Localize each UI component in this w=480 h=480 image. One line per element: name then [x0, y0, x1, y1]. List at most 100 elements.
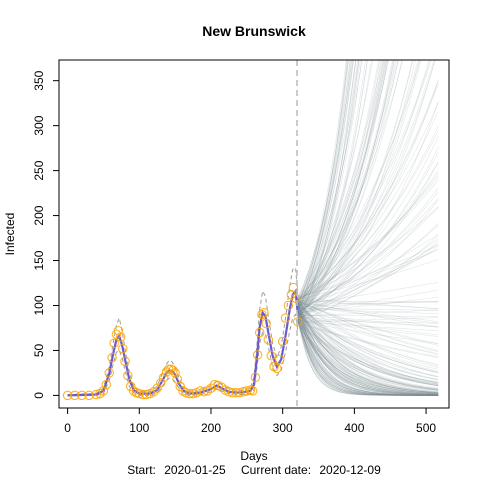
projection-line [297, 60, 351, 311]
projection-line [297, 60, 352, 310]
projection-line [297, 297, 439, 391]
projection-line [297, 309, 439, 373]
projection-line [297, 125, 439, 307]
projection-line [297, 321, 439, 383]
projection-line [297, 311, 439, 381]
observed-point [168, 365, 178, 375]
projection-line [297, 60, 368, 321]
projection-line [297, 60, 372, 311]
projection-line [297, 60, 429, 315]
projection-line [297, 80, 439, 311]
observed-point [120, 356, 130, 366]
projection-line [297, 136, 439, 314]
projection-line [297, 60, 385, 323]
projection-line [297, 60, 358, 312]
observed-point [266, 351, 276, 361]
projection-line [297, 248, 439, 308]
projection-line [297, 162, 439, 313]
projection-line [297, 315, 439, 396]
projection-line [297, 246, 439, 317]
y-tick-label: 150 [32, 250, 46, 270]
observed-point [238, 387, 248, 397]
projection-line [297, 297, 439, 309]
x-tick-label: 100 [129, 421, 149, 435]
projection-line [297, 206, 439, 300]
observed-point [231, 387, 241, 398]
projection-line [297, 300, 439, 396]
projection-line [297, 60, 435, 310]
projection-line [297, 60, 436, 314]
projection-line [297, 60, 349, 313]
projection-line [297, 60, 360, 319]
projection-line [297, 305, 439, 396]
current-label: Current date: [241, 463, 311, 477]
observed-point [178, 386, 188, 396]
observed-point [261, 318, 271, 329]
projection-line [297, 311, 439, 385]
projection-line [297, 300, 439, 393]
projection-line [297, 315, 439, 395]
projection-line [297, 310, 439, 396]
projection-line [297, 297, 439, 396]
projection-line [297, 300, 439, 345]
projection-line [297, 298, 439, 391]
projection-line [297, 302, 439, 395]
projection-line [297, 302, 439, 395]
projection-line [297, 302, 439, 322]
projection-line [297, 313, 439, 328]
projection-line [297, 301, 439, 394]
projection-line [297, 322, 439, 396]
projection-line [297, 60, 349, 306]
projection-line [297, 313, 439, 395]
projection-line [297, 315, 439, 396]
observed-point [224, 387, 234, 397]
projection-line [297, 302, 439, 394]
observed-point [104, 368, 114, 378]
observed-point [98, 386, 109, 396]
projection-line [297, 60, 356, 323]
observed-points [62, 282, 303, 401]
projection-line [297, 312, 439, 394]
projection-line [297, 297, 439, 396]
observed-point [101, 379, 112, 390]
observed-point [257, 309, 267, 320]
projection-line [297, 320, 439, 324]
y-tick-label: 100 [32, 295, 46, 315]
projection-line [297, 313, 439, 395]
projection-line [297, 60, 432, 302]
projection-line [297, 304, 439, 396]
projection-line [297, 299, 439, 396]
projection-line [297, 304, 439, 396]
projection-line [297, 60, 354, 314]
observed-point [263, 334, 274, 345]
projection-line [297, 307, 439, 311]
projection-line [297, 315, 439, 395]
x-axis-label: Days [240, 449, 267, 463]
projection-line [297, 301, 439, 305]
projection-line [297, 199, 439, 320]
projection-line [297, 300, 439, 308]
projection-line [297, 317, 439, 323]
observed-point [195, 386, 205, 396]
projection-line [297, 309, 439, 380]
projection-line [297, 320, 439, 396]
projection-line [297, 306, 439, 396]
projection-line [297, 319, 439, 394]
observed-point [148, 387, 159, 397]
projection-line [297, 316, 439, 328]
projection-line [297, 301, 439, 396]
projection-line [297, 60, 389, 311]
projection-line [297, 303, 439, 377]
projection-line [297, 235, 439, 323]
projection-line [297, 60, 399, 319]
y-tick-label: 50 [32, 343, 46, 357]
projection-line [297, 60, 383, 298]
projection-line [297, 298, 439, 367]
projection-line [297, 179, 439, 301]
observed-point [242, 386, 252, 396]
projection-line [297, 308, 439, 396]
observed-point [234, 387, 245, 398]
projection-line [297, 319, 439, 396]
projection-line [297, 298, 439, 386]
projection-line [297, 309, 439, 317]
